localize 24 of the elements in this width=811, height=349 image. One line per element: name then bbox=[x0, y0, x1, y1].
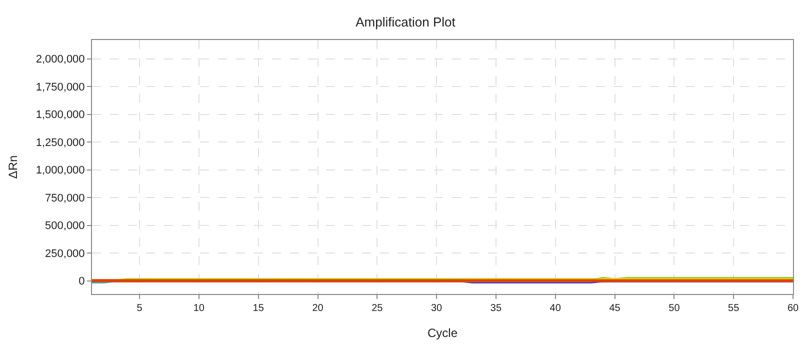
x-tick-label: 25 bbox=[372, 303, 384, 314]
x-axis-title: Cycle bbox=[427, 326, 458, 340]
y-tick-label: 1,500,000 bbox=[36, 109, 85, 122]
y-tick-label: 750,000 bbox=[45, 192, 85, 204]
y-tick-label: 1,750,000 bbox=[36, 81, 85, 94]
x-tick-label: 35 bbox=[490, 303, 502, 314]
y-tick-label: 500,000 bbox=[45, 220, 85, 232]
x-tick-label: 45 bbox=[609, 303, 621, 314]
y-axis-title: ΔRn bbox=[6, 155, 20, 179]
y-tick-label: 1,000,000 bbox=[36, 164, 85, 177]
chart-title: Amplification Plot bbox=[356, 14, 456, 30]
y-tick-label: 0 bbox=[78, 276, 85, 288]
x-tick-label: 20 bbox=[312, 303, 324, 314]
x-tick-label: 55 bbox=[728, 303, 740, 314]
x-tick-label: 30 bbox=[430, 303, 443, 314]
y-tick-label: 2,000,000 bbox=[36, 54, 85, 66]
x-tick-label: 15 bbox=[252, 303, 264, 314]
y-tick-label: 250,000 bbox=[45, 248, 85, 260]
x-tick-label: 10 bbox=[193, 303, 205, 314]
x-tick-label: 40 bbox=[550, 303, 562, 314]
x-tick-label: 5 bbox=[136, 303, 143, 314]
x-tick-label: 60 bbox=[787, 303, 799, 314]
x-tick-label: 50 bbox=[668, 303, 680, 314]
y-tick-label: 1,250,000 bbox=[36, 136, 85, 149]
